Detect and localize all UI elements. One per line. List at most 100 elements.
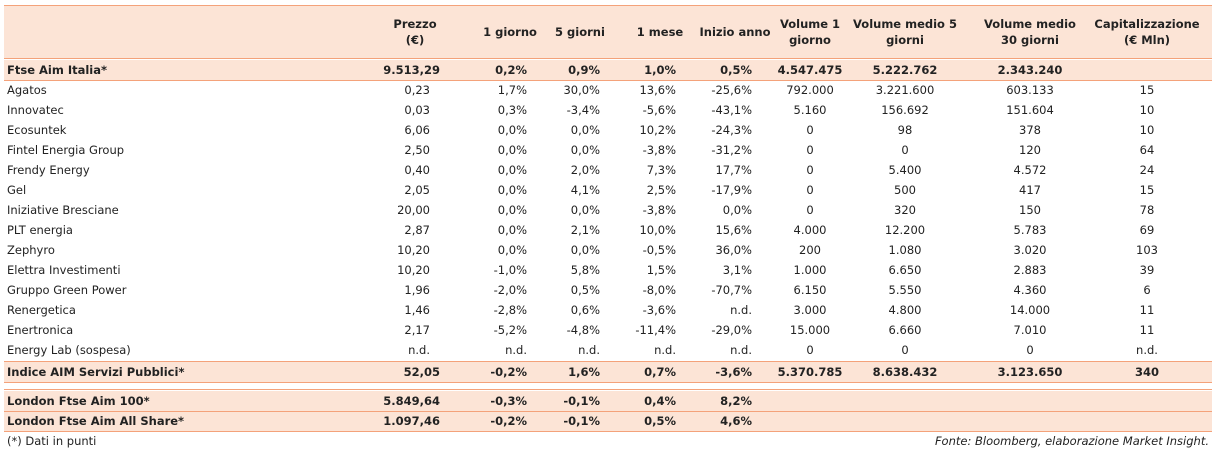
cell: -0,1% [563, 394, 600, 408]
cell: 0,0% [497, 223, 527, 237]
cell: n.d. [408, 343, 430, 357]
cell: 0,3% [497, 103, 527, 117]
cell: n.d. [654, 343, 676, 357]
row-label: Ecosuntek [7, 123, 67, 137]
cell: -31,2% [711, 143, 752, 157]
cell: 13,6% [639, 83, 676, 97]
column-header: Capitalizzazione [1094, 16, 1200, 31]
cell: 10,0% [639, 223, 676, 237]
cell: 103 [1136, 243, 1158, 257]
cell: -3,6% [715, 365, 752, 379]
rule [4, 361, 1212, 362]
cell: 2,87 [404, 223, 430, 237]
column-header: Volume medio [984, 16, 1076, 31]
cell: 10 [1139, 103, 1155, 117]
cell: 1,0% [644, 63, 676, 77]
cell: n.d. [1136, 343, 1158, 357]
cell: 0,0% [570, 143, 600, 157]
cell: 10,20 [397, 263, 430, 277]
cell: n.d. [578, 343, 600, 357]
cell: 7.010 [1013, 323, 1047, 337]
top-band [4, 60, 1212, 80]
cell: -24,3% [711, 123, 752, 137]
cell: 11 [1139, 303, 1155, 317]
cell: 4.572 [1013, 163, 1047, 177]
cell: 2,50 [404, 143, 430, 157]
row-label: Fintel Energia Group [7, 143, 125, 157]
rule [4, 80, 1212, 81]
header-band [4, 5, 1212, 58]
cell: 69 [1139, 223, 1155, 237]
row-label: Ftse Aim Italia* [7, 63, 108, 77]
column-header: Volume 1 [779, 16, 841, 31]
cell: 0 [1026, 343, 1034, 357]
cell: -5,6% [642, 103, 676, 117]
footnote: (*) Dati in punti [7, 434, 97, 448]
cell: 0,0% [497, 243, 527, 257]
cell: 20,00 [397, 203, 430, 217]
cell: -1,0% [493, 263, 527, 277]
row-label: London Ftse Aim 100* [7, 394, 150, 408]
cell: 5.550 [888, 283, 922, 297]
cell: -0,1% [563, 414, 600, 428]
cell: 0,23 [404, 83, 430, 97]
cell: 1,96 [404, 283, 430, 297]
cell: 0,5% [644, 414, 676, 428]
cell: -43,1% [711, 103, 752, 117]
rule [4, 58, 1212, 59]
column-header: giorni [886, 32, 924, 47]
cell: 7,3% [646, 163, 676, 177]
cell: 0,40 [404, 163, 430, 177]
cell: 0,0% [497, 123, 527, 137]
row-label: London Ftse Aim All Share* [7, 414, 185, 428]
cell: 0,0% [722, 203, 752, 217]
cell: -3,8% [642, 203, 676, 217]
cell: 150 [1019, 203, 1041, 217]
cell: 1,46 [404, 303, 430, 317]
cell: 0,5% [570, 283, 600, 297]
cell: 0,0% [497, 203, 527, 217]
cell: 98 [897, 123, 913, 137]
cell: 6.650 [888, 263, 922, 277]
column-header: Inizio anno [699, 24, 771, 39]
cell: 2,5% [646, 183, 676, 197]
source: Fonte: Bloomberg, elaborazione Market In… [934, 434, 1209, 448]
cell: 151.604 [1006, 103, 1054, 117]
cell: 8.638.432 [872, 365, 938, 379]
cell: 5.849,64 [383, 394, 440, 408]
cell: 0,7% [644, 365, 676, 379]
cell: 5.222.762 [872, 63, 938, 77]
cell: 2.343.240 [997, 63, 1063, 77]
cell: 0,0% [570, 243, 600, 257]
cell: 1,6% [568, 365, 600, 379]
cell: -17,9% [711, 183, 752, 197]
cell: 1.097,46 [383, 414, 440, 428]
cell: 0,6% [570, 303, 600, 317]
cell: 0 [806, 343, 814, 357]
rule [4, 431, 1212, 432]
cell: 156.692 [881, 103, 929, 117]
cell: 78 [1139, 203, 1155, 217]
column-header: 5 giorni [555, 24, 605, 39]
cell: 39 [1139, 263, 1155, 277]
row-label: Agatos [7, 83, 47, 97]
column-header: Volume medio 5 [853, 16, 957, 31]
row-label: Innovatec [7, 103, 64, 117]
cell: -8,0% [642, 283, 676, 297]
cell: 4.360 [1013, 283, 1047, 297]
column-header: (€ Mln) [1123, 32, 1171, 47]
cell: 4.800 [888, 303, 922, 317]
rule [4, 5, 1212, 6]
cell: 3.020 [1013, 243, 1047, 257]
cell: 15 [1139, 183, 1155, 197]
cell: -0,3% [490, 394, 527, 408]
row-label: Elettra Investimenti [7, 263, 121, 277]
sector-band [4, 362, 1212, 382]
row-label: Zephyro [7, 243, 55, 257]
cell: 5.400 [888, 163, 922, 177]
cell: 10,20 [397, 243, 430, 257]
column-header: 1 giorno [483, 24, 537, 39]
column-header: (€) [405, 32, 425, 47]
row-label: Renergetica [7, 303, 76, 317]
